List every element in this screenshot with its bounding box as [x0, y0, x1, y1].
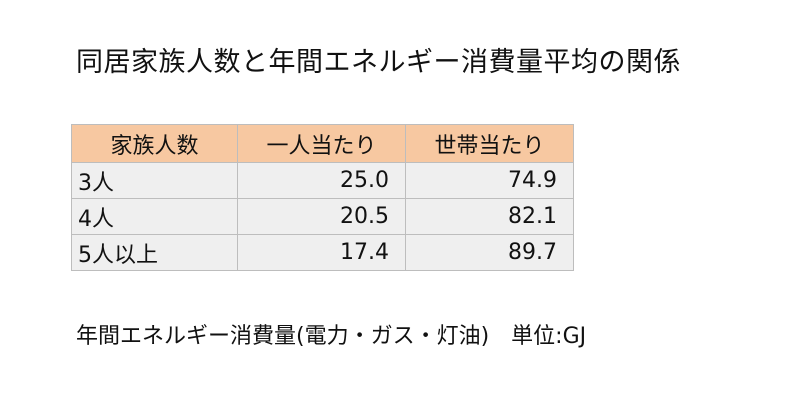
- per-household-value: 82.1: [405, 198, 574, 235]
- per-household-value: 89.7: [405, 234, 574, 271]
- column-header-family-size: 家族人数: [71, 124, 238, 163]
- table-header-row: 家族人数 一人当たり 世帯当たり: [71, 124, 574, 163]
- row-label: 5人以上: [71, 234, 238, 271]
- per-person-value: 20.5: [237, 198, 406, 235]
- table-row: 3人 25.0 74.9: [71, 162, 574, 199]
- unit-note: 年間エネルギー消費量(電力・ガス・灯油) 単位:GJ: [76, 324, 587, 349]
- table-row: 5人以上 17.4 89.7: [71, 234, 574, 271]
- row-label: 3人: [71, 162, 238, 199]
- per-person-value: 17.4: [237, 234, 406, 271]
- column-header-per-household: 世帯当たり: [405, 124, 574, 163]
- per-person-value: 25.0: [237, 162, 406, 199]
- row-label: 4人: [71, 198, 238, 235]
- table-title: 同居家族人数と年間エネルギー消費量平均の関係: [76, 47, 681, 78]
- table-row: 4人 20.5 82.1: [71, 198, 574, 235]
- column-header-per-person: 一人当たり: [237, 124, 406, 163]
- data-table: 家族人数 一人当たり 世帯当たり 3人 25.0 74.9 4人 20.5 82…: [71, 124, 574, 271]
- per-household-value: 74.9: [405, 162, 574, 199]
